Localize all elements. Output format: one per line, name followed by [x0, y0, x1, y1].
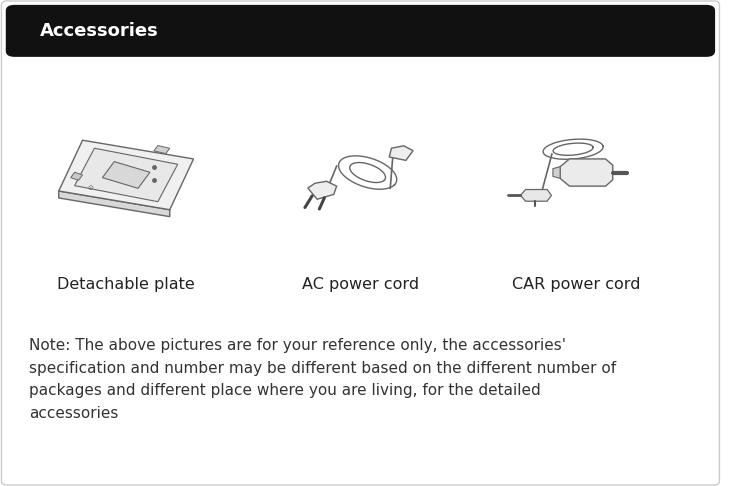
Polygon shape — [58, 191, 170, 217]
Text: CAR power cord: CAR power cord — [512, 277, 641, 292]
Polygon shape — [553, 167, 560, 178]
Text: AC power cord: AC power cord — [302, 277, 419, 292]
Polygon shape — [70, 173, 82, 180]
Polygon shape — [560, 159, 613, 186]
Text: ⊙: ⊙ — [88, 185, 94, 191]
FancyBboxPatch shape — [2, 1, 719, 485]
FancyBboxPatch shape — [6, 5, 715, 57]
Text: Note: The above pictures are for your reference only, the accessories'
specifica: Note: The above pictures are for your re… — [28, 338, 616, 421]
Polygon shape — [308, 181, 337, 199]
Text: Detachable plate: Detachable plate — [57, 277, 195, 292]
Polygon shape — [74, 148, 178, 202]
Polygon shape — [154, 146, 170, 154]
Polygon shape — [520, 190, 551, 201]
Polygon shape — [389, 146, 413, 160]
Text: Accessories: Accessories — [40, 21, 158, 40]
Polygon shape — [58, 140, 194, 210]
Polygon shape — [102, 161, 150, 188]
